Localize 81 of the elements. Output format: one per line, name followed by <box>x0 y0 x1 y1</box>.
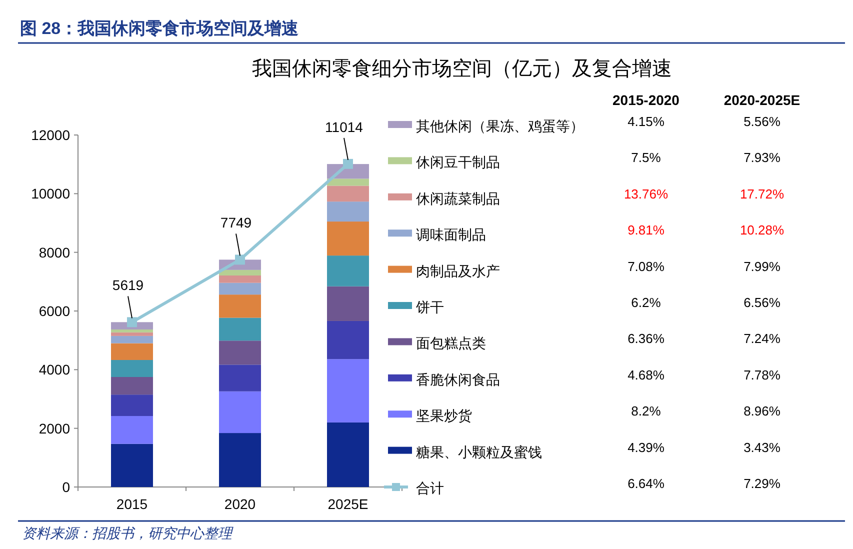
legend-label: 其他休闲（果冻、鸡蛋等） <box>416 118 584 134</box>
point <box>235 254 245 265</box>
text: 6.36% <box>628 331 664 346</box>
bar <box>219 433 261 487</box>
bar <box>219 391 261 434</box>
text: 7.08% <box>628 258 664 274</box>
legend-label: 合计 <box>416 480 444 496</box>
bar <box>327 320 369 360</box>
bar <box>327 186 369 202</box>
y-tick-label: 12000 <box>31 127 70 143</box>
legend-label: 坚果炒货 <box>416 408 472 424</box>
category-label: 2015-2020 <box>612 92 680 108</box>
legend-label: 香脆休闲食品 <box>416 371 500 388</box>
text: 3.43% <box>744 440 780 455</box>
data-label: 7749 <box>220 214 252 231</box>
bar <box>111 332 153 336</box>
legend-label: 面包糕点类 <box>416 335 486 352</box>
text: 我国休闲零食细分市场空间（亿元）及复合增速 <box>252 58 672 80</box>
legend-label: 饼干 <box>415 299 444 315</box>
x-tick-label: 2015 <box>116 496 148 512</box>
bar <box>219 364 261 392</box>
point <box>127 317 137 328</box>
text: 4.68% <box>628 367 664 382</box>
bar <box>111 329 153 332</box>
y-tick-label: 10000 <box>31 186 70 202</box>
legend-label: 肉制品及水产 <box>416 262 500 279</box>
bar <box>219 318 261 341</box>
text: 4.39% <box>628 440 664 455</box>
y-tick-label: 6000 <box>38 303 70 319</box>
bar <box>111 416 153 444</box>
chart-title: 图 28：我国休闲零食市场空间及增速 <box>20 19 299 38</box>
text: 7.24% <box>744 331 780 346</box>
bar <box>111 343 153 360</box>
x-tick-label: 2025E <box>328 496 368 512</box>
legend-label: 休闲豆干制品 <box>416 154 500 170</box>
point <box>343 158 353 169</box>
text: 资料来源：招股书，研究中心整理 <box>22 525 234 541</box>
bar <box>219 276 261 283</box>
y-tick-label: 4000 <box>38 362 70 378</box>
bar <box>327 286 369 321</box>
data-label: 11014 <box>325 118 364 135</box>
bar <box>219 340 261 365</box>
text: 8.2% <box>631 404 661 419</box>
bar <box>219 270 261 276</box>
bar <box>327 222 369 256</box>
text: 7.5% <box>631 150 661 166</box>
text: 6.56% <box>744 295 780 310</box>
bar <box>219 282 261 295</box>
text: 7.93% <box>744 150 780 166</box>
legend-label: 调味面制品 <box>416 226 486 243</box>
x-tick-label: 2020 <box>224 496 256 512</box>
text: 4.15% <box>628 114 664 129</box>
text: 7.99% <box>744 258 780 274</box>
bar <box>327 256 369 286</box>
bar <box>111 377 153 395</box>
bar <box>327 202 369 222</box>
data-label: 5619 <box>112 277 144 294</box>
legend-label: 休闲蔬菜制品 <box>416 190 500 206</box>
text: 10.28% <box>740 222 784 238</box>
bar <box>111 444 153 487</box>
y-tick-label: 2000 <box>38 420 70 436</box>
text: 8.96% <box>744 404 780 419</box>
y-tick-label: 0 <box>62 479 70 495</box>
text: 17.72% <box>740 186 784 202</box>
bar <box>327 178 369 186</box>
bar <box>111 336 153 344</box>
bar <box>327 359 369 422</box>
legend-label: 糖果、小颗粒及蜜饯 <box>416 444 542 460</box>
text: 13.76% <box>624 186 668 202</box>
text: 6.64% <box>628 476 664 491</box>
text: 7.29% <box>744 476 780 491</box>
text: 5.56% <box>744 114 780 129</box>
bar <box>219 294 261 318</box>
y-tick-label: 8000 <box>38 244 70 260</box>
text: 9.81% <box>628 222 664 238</box>
bar <box>111 394 153 416</box>
bar <box>111 360 153 377</box>
category-label: 2020-2025E <box>724 92 800 108</box>
text: 7.78% <box>744 367 780 382</box>
text: 6.2% <box>631 295 661 310</box>
bar <box>327 422 369 487</box>
